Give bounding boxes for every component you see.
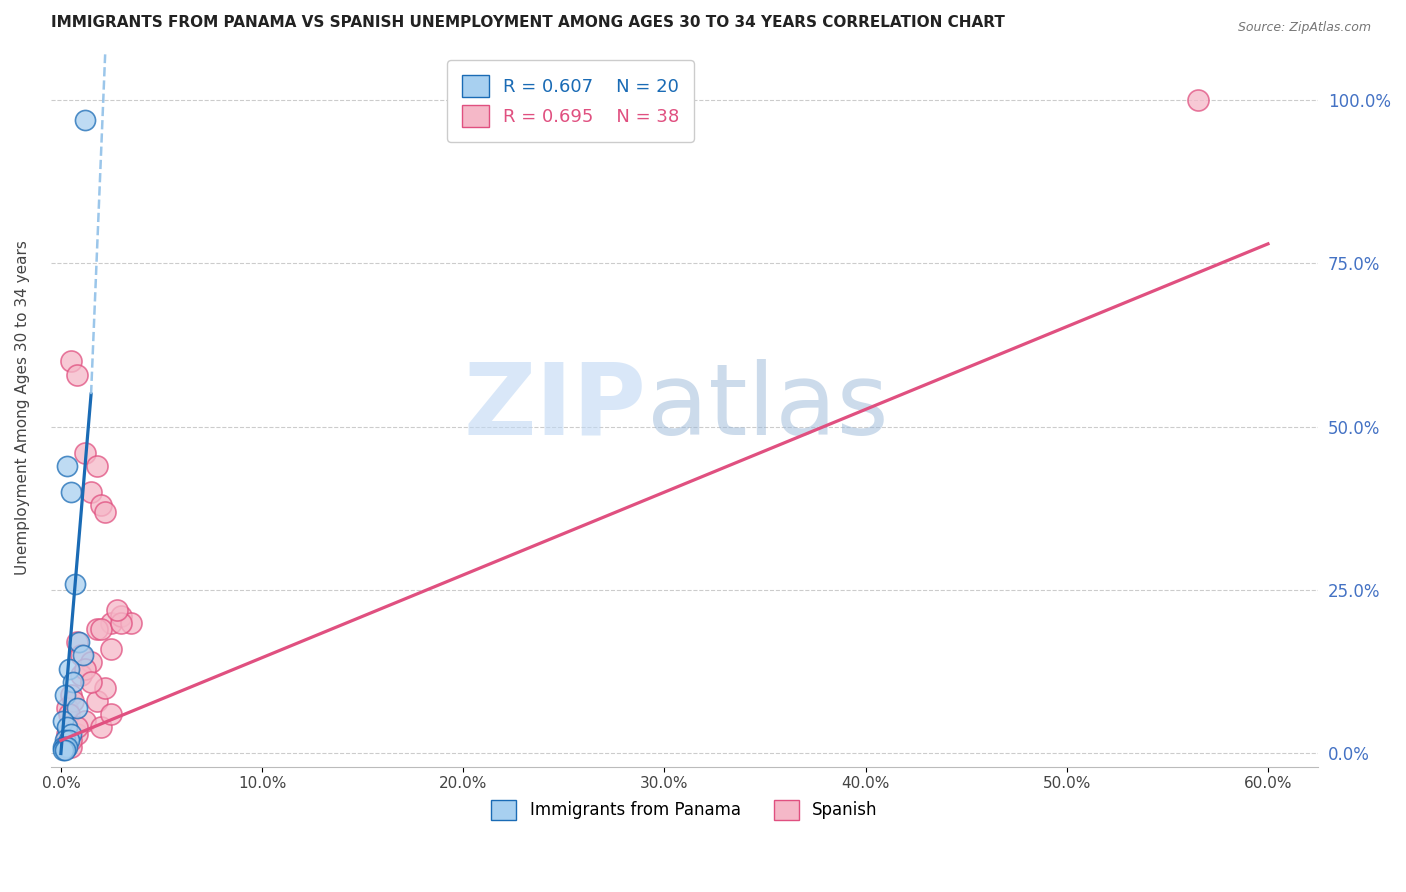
Point <box>80 674 103 689</box>
Point <box>66 635 89 649</box>
Point <box>100 642 122 657</box>
Point <box>56 720 79 734</box>
Point <box>73 446 96 460</box>
Point <box>56 739 79 754</box>
Point <box>58 733 80 747</box>
Point <box>52 743 75 757</box>
Point <box>70 668 93 682</box>
Point <box>66 700 89 714</box>
Point <box>53 739 76 754</box>
Point <box>80 655 103 669</box>
Text: Source: ZipAtlas.com: Source: ZipAtlas.com <box>1237 21 1371 34</box>
Point <box>86 623 108 637</box>
Point <box>56 733 79 747</box>
Point <box>120 615 142 630</box>
Point <box>73 662 96 676</box>
Point <box>52 739 75 754</box>
Point <box>56 727 79 741</box>
Point <box>63 576 86 591</box>
Text: IMMIGRANTS FROM PANAMA VS SPANISH UNEMPLOYMENT AMONG AGES 30 TO 34 YEARS CORRELA: IMMIGRANTS FROM PANAMA VS SPANISH UNEMPL… <box>51 15 1005 30</box>
Point <box>100 707 122 722</box>
Point <box>59 354 82 368</box>
Point <box>62 694 84 708</box>
Point <box>72 648 94 663</box>
Point <box>53 743 76 757</box>
Point <box>56 700 79 714</box>
Point <box>80 485 103 500</box>
Point <box>67 635 90 649</box>
Point <box>59 733 82 747</box>
Point <box>1187 93 1209 107</box>
Point <box>53 739 76 754</box>
Point <box>58 707 80 722</box>
Point <box>59 727 82 741</box>
Point <box>73 112 96 127</box>
Point <box>70 648 93 663</box>
Point <box>90 623 112 637</box>
Point <box>53 733 76 747</box>
Point <box>105 603 128 617</box>
Legend: Immigrants from Panama, Spanish: Immigrants from Panama, Spanish <box>485 793 884 827</box>
Point <box>59 688 82 702</box>
Point <box>59 739 82 754</box>
Point <box>53 688 76 702</box>
Point <box>52 714 75 728</box>
Point <box>110 609 132 624</box>
Point <box>94 505 117 519</box>
Point <box>66 368 89 382</box>
Point <box>94 681 117 695</box>
Point <box>86 694 108 708</box>
Point <box>110 615 132 630</box>
Point <box>100 615 122 630</box>
Point <box>58 662 80 676</box>
Text: atlas: atlas <box>647 359 889 456</box>
Text: ZIP: ZIP <box>464 359 647 456</box>
Point <box>66 727 89 741</box>
Point <box>66 720 89 734</box>
Point <box>90 498 112 512</box>
Y-axis label: Unemployment Among Ages 30 to 34 years: Unemployment Among Ages 30 to 34 years <box>15 240 30 574</box>
Point <box>73 714 96 728</box>
Point <box>86 458 108 473</box>
Point <box>62 674 84 689</box>
Point <box>56 458 79 473</box>
Point <box>59 485 82 500</box>
Point <box>90 720 112 734</box>
